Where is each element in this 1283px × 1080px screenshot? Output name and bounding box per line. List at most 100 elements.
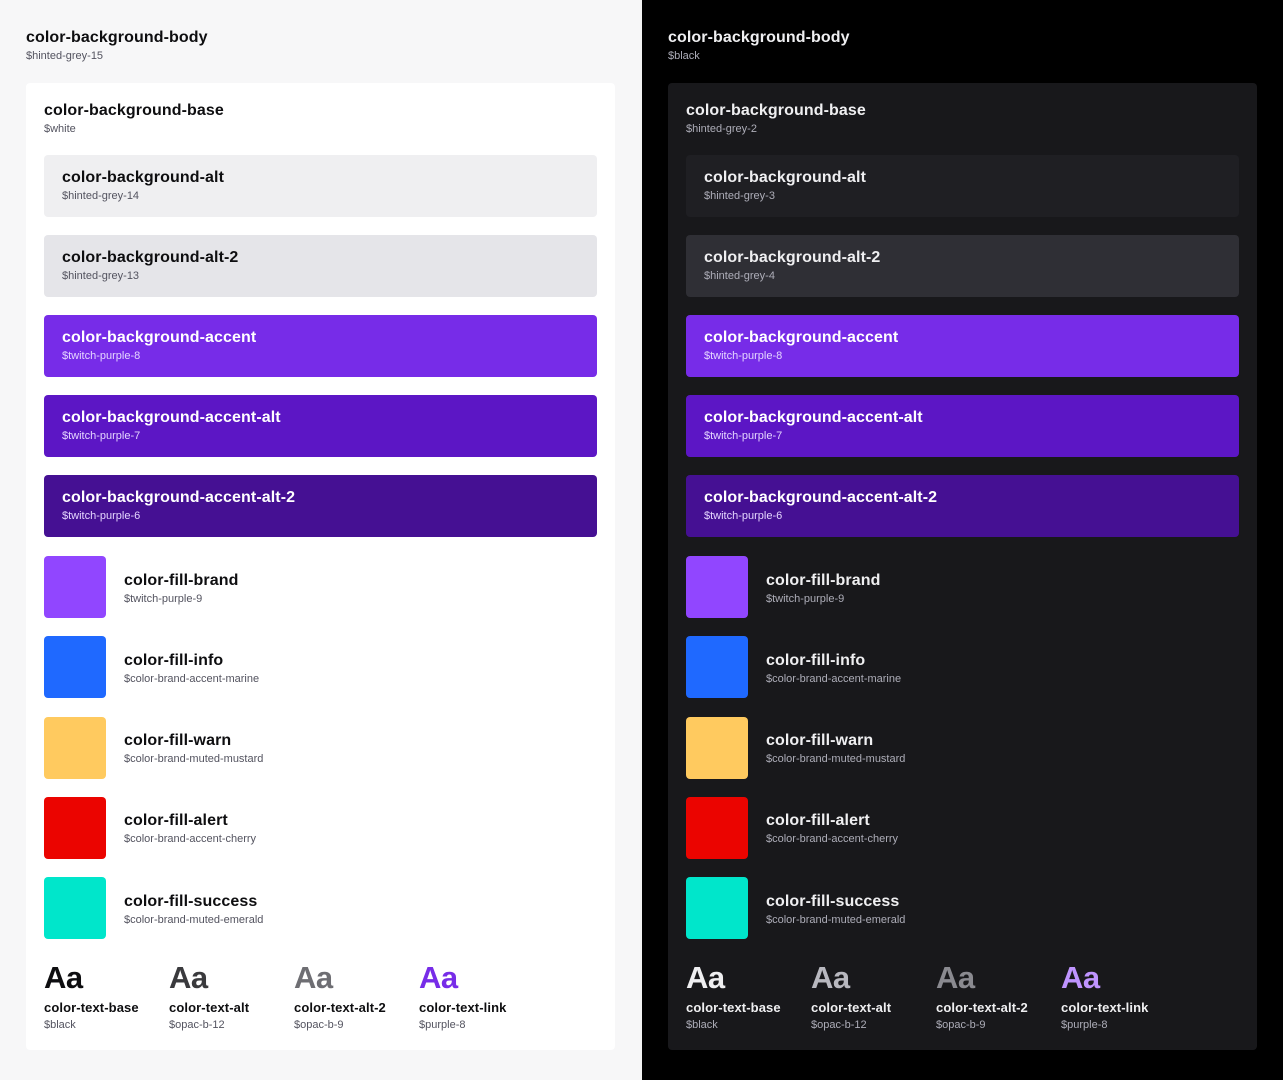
token-name: color-background-alt	[62, 169, 225, 186]
token-variable: $white	[44, 123, 76, 135]
token-variable: $twitch-purple-9	[124, 592, 203, 605]
background-swatch-list: color-background-alt $hinted-grey-3 colo…	[686, 155, 1239, 555]
color-swatch	[44, 556, 106, 618]
token-variable: $purple-8	[419, 1019, 466, 1031]
token-variable: $color-brand-accent-cherry	[124, 833, 257, 846]
background-swatch: color-background-accent-alt-2 $twitch-pu…	[686, 475, 1239, 537]
text-sample: Aa color-text-alt-2 $opac-b-9	[936, 959, 1061, 1032]
fill-swatch-row: color-fill-warn $color-brand-muted-musta…	[686, 716, 905, 779]
token-variable: $color-brand-accent-marine	[766, 672, 902, 685]
text-color-samples: Aa color-text-base $black Aa color-text-…	[686, 959, 1186, 1032]
fill-swatch-row: color-fill-warn $color-brand-muted-musta…	[44, 716, 264, 779]
token-name: color-background-alt-2	[704, 249, 881, 266]
token-variable: $hinted-grey-2	[686, 123, 757, 135]
token-variable: $hinted-grey-3	[704, 190, 775, 202]
token-name: color-background-body	[668, 29, 850, 46]
background-swatch: color-background-accent-alt $twitch-purp…	[44, 395, 597, 457]
token-name: color-fill-success	[124, 892, 258, 910]
token-name: color-background-accent-alt	[62, 409, 281, 426]
body-swatch-header: color-background-body $hinted-grey-15	[26, 28, 208, 63]
fill-swatch-row: color-fill-brand $twitch-purple-9	[686, 556, 905, 618]
fill-swatch-row: color-fill-success $color-brand-muted-em…	[44, 877, 264, 940]
background-swatch: color-background-alt $hinted-grey-14	[44, 155, 597, 217]
dark-theme-panel: color-background-body $black color-backg…	[642, 0, 1283, 1080]
token-variable: $hinted-grey-4	[704, 270, 775, 282]
token-name: color-background-alt	[704, 169, 867, 186]
text-sample: Aa color-text-base $black	[686, 959, 811, 1032]
token-variable: $hinted-grey-14	[62, 190, 140, 202]
background-swatch: color-background-alt-2 $hinted-grey-13	[44, 235, 597, 297]
fill-swatch-row: color-fill-alert $color-brand-accent-che…	[686, 796, 905, 859]
background-swatch-list: color-background-alt $hinted-grey-14 col…	[44, 155, 597, 555]
type-sample: Aa	[169, 960, 208, 995]
token-variable: $color-brand-accent-marine	[124, 672, 260, 685]
color-swatch	[44, 877, 106, 940]
background-swatch: color-background-accent-alt-2 $twitch-pu…	[44, 475, 597, 537]
token-name: color-text-alt-2	[294, 1000, 386, 1015]
token-name: color-text-alt	[169, 1000, 250, 1015]
token-name: color-text-link	[419, 1000, 507, 1015]
token-name: color-fill-info	[124, 651, 224, 669]
type-sample: Aa	[686, 960, 725, 995]
token-variable: $opac-b-9	[294, 1019, 344, 1031]
color-swatch	[686, 636, 748, 699]
token-variable: $color-brand-muted-emerald	[124, 913, 264, 926]
text-sample: Aa color-text-alt $opac-b-12	[811, 959, 936, 1032]
token-name: color-background-accent	[704, 329, 899, 346]
token-name: color-fill-brand	[124, 571, 239, 589]
base-swatch-header: color-background-base $white	[44, 101, 224, 136]
type-sample: Aa	[1061, 960, 1100, 995]
token-name: color-text-base	[686, 1000, 781, 1015]
fill-swatch-row: color-fill-info $color-brand-accent-mari…	[686, 636, 905, 699]
token-variable: $opac-b-12	[169, 1019, 225, 1031]
color-swatch	[686, 556, 748, 618]
token-name: color-background-accent-alt-2	[62, 489, 296, 506]
token-name: color-fill-warn	[766, 732, 874, 750]
token-variable: $color-brand-accent-cherry	[766, 833, 899, 846]
type-sample: Aa	[294, 960, 333, 995]
fill-swatch-row: color-fill-brand $twitch-purple-9	[44, 556, 263, 618]
token-name: color-text-alt-2	[936, 1000, 1028, 1015]
token-name: color-fill-alert	[124, 812, 228, 830]
token-name: color-fill-info	[766, 651, 866, 669]
token-variable: $twitch-purple-8	[704, 350, 783, 362]
token-name: color-text-base	[44, 1000, 139, 1015]
token-variable: $purple-8	[1061, 1019, 1108, 1031]
token-variable: $hinted-grey-13	[62, 270, 140, 282]
token-name: color-background-alt-2	[62, 249, 239, 266]
background-swatch: color-background-accent-alt $twitch-purp…	[686, 395, 1239, 457]
background-swatch: color-background-alt-2 $hinted-grey-4	[686, 235, 1239, 297]
token-variable: $twitch-purple-7	[704, 430, 783, 442]
token-name: color-fill-warn	[124, 732, 232, 750]
background-swatch: color-background-accent $twitch-purple-8	[44, 315, 597, 377]
fill-swatch-list: color-fill-brand $twitch-purple-9 color-…	[686, 556, 905, 957]
token-variable: $twitch-purple-8	[62, 350, 141, 362]
token-name: color-text-alt	[811, 1000, 892, 1015]
token-variable: $color-brand-muted-emerald	[766, 913, 906, 926]
token-name: color-background-body	[26, 29, 208, 46]
fill-swatch-row: color-fill-alert $color-brand-accent-che…	[44, 796, 263, 859]
color-swatch	[686, 877, 748, 940]
token-name: color-fill-alert	[766, 812, 870, 830]
token-name: color-background-accent-alt	[704, 409, 923, 426]
token-variable: $hinted-grey-15	[26, 50, 104, 62]
type-sample: Aa	[936, 960, 975, 995]
color-swatch	[44, 716, 106, 779]
fill-swatch-row: color-fill-success $color-brand-muted-em…	[686, 877, 906, 940]
token-name: color-text-link	[1061, 1000, 1149, 1015]
token-variable: $twitch-purple-6	[704, 510, 783, 522]
text-color-samples: Aa color-text-base $black Aa color-text-…	[44, 959, 544, 1032]
text-sample: Aa color-text-link $purple-8	[1061, 959, 1186, 1032]
token-name: color-fill-brand	[766, 571, 881, 589]
color-swatch	[44, 636, 106, 699]
token-name: color-background-base	[44, 102, 224, 119]
color-swatch	[44, 796, 106, 859]
base-swatch-header: color-background-base $hinted-grey-2	[686, 101, 866, 136]
token-variable: $color-brand-muted-mustard	[124, 753, 264, 766]
token-variable: $opac-b-12	[811, 1019, 867, 1031]
token-name: color-fill-success	[766, 892, 900, 910]
color-swatch	[686, 796, 748, 859]
background-swatch: color-background-accent $twitch-purple-8	[686, 315, 1239, 377]
token-variable: $black	[44, 1019, 76, 1031]
text-sample: Aa color-text-link $purple-8	[419, 959, 544, 1032]
